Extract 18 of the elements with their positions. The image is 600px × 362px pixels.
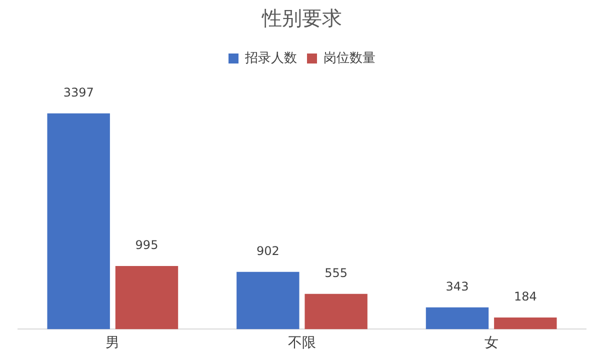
- data-label: 902: [256, 244, 280, 258]
- bar: [494, 318, 557, 330]
- bar: [47, 113, 110, 330]
- x-tick-label: 女: [484, 335, 498, 352]
- legend-label: 招录人数: [244, 50, 297, 66]
- x-tick-label: 男: [106, 335, 120, 352]
- chart-title: 性别要求: [261, 6, 342, 30]
- bar: [304, 294, 368, 330]
- data-label: 3397: [63, 85, 94, 100]
- bar: [236, 272, 300, 330]
- x-tick-label: 不限: [288, 335, 316, 352]
- legend-label: 岗位数量: [324, 50, 376, 66]
- data-label: 184: [514, 290, 537, 304]
- data-label: 555: [324, 266, 348, 280]
- bar: [426, 307, 489, 330]
- bar: [115, 266, 178, 330]
- data-label: 343: [446, 280, 469, 294]
- data-label: 995: [135, 238, 158, 252]
